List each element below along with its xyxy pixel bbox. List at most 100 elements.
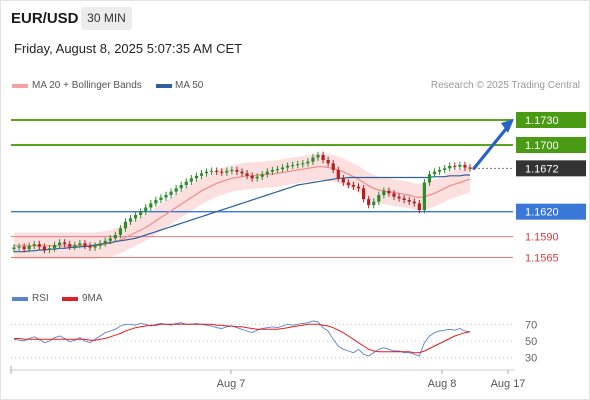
candle-body: [78, 243, 82, 245]
candle-body: [417, 203, 421, 210]
price-candle: [245, 170, 249, 180]
candle-body: [356, 186, 361, 189]
price-candle: [448, 162, 452, 172]
candle-body: [372, 201, 376, 205]
candle-body: [397, 196, 401, 199]
price-candle: [407, 196, 411, 205]
price-candle: [463, 161, 467, 171]
candle-body: [63, 242, 67, 245]
price-candle: [316, 151, 320, 161]
price-candle: [134, 211, 138, 222]
candle-body: [280, 167, 285, 170]
candle-body: [230, 170, 234, 171]
candle-body: [139, 211, 143, 215]
candle-body: [93, 245, 97, 248]
price-candle: [417, 200, 421, 214]
candle-body: [88, 245, 92, 248]
candle-body: [301, 163, 305, 165]
rsi-layer: 70 50 30: [11, 319, 537, 365]
price-candle: [159, 194, 163, 204]
price-candle: [154, 196, 158, 207]
symbol-title: EUR/USD: [11, 10, 79, 27]
bollinger-band-area: [14, 153, 470, 260]
rsi-tick-label: 30: [525, 353, 537, 365]
candle-body: [346, 182, 350, 185]
rsi-ma-line: [14, 323, 471, 354]
candle-body: [255, 176, 259, 179]
price-candle: [387, 187, 391, 197]
candle-body: [169, 191, 173, 195]
price-candle: [58, 239, 62, 249]
price-candle: [331, 160, 335, 174]
price-candle: [372, 198, 376, 209]
candle-body: [458, 165, 462, 167]
price-candle: [118, 225, 122, 239]
price-level-badge: [516, 137, 586, 153]
price-candle: [32, 240, 36, 250]
candle-body: [220, 171, 224, 173]
price-level-badge: [516, 203, 586, 220]
candle-body: [316, 155, 320, 158]
candle-body: [382, 190, 386, 195]
candle-body: [250, 175, 254, 179]
rsi-tick-label: 70: [525, 319, 537, 331]
price-candle: [47, 245, 52, 254]
price-candle: [397, 193, 401, 202]
candle-body: [103, 240, 107, 244]
candle-body: [184, 181, 188, 185]
price-candle: [402, 195, 406, 204]
candle-body: [306, 161, 310, 164]
rsi-legend-label: RSI: [32, 293, 49, 304]
price-level-label: 1.1620: [525, 207, 559, 219]
candle-body: [235, 170, 239, 172]
candle-body: [123, 221, 128, 229]
candle-body: [199, 173, 204, 176]
candle-body: [108, 238, 112, 241]
9ma-legend-swatch: [62, 297, 78, 301]
price-level-badge: [516, 160, 586, 177]
price-candle: [280, 164, 285, 173]
timeframe-badge[interactable]: 30 MIN: [81, 7, 132, 30]
price-candle: [113, 231, 117, 242]
candle-body: [164, 195, 168, 198]
candle-body: [194, 175, 198, 179]
price-candle: [240, 168, 244, 177]
time-axis-label: Aug 7: [217, 378, 246, 390]
price-candle: [52, 241, 57, 252]
price-candle: [22, 243, 26, 253]
price-candle: [336, 166, 340, 182]
price-candle: [144, 204, 148, 215]
price-candle: [210, 167, 214, 175]
price-candle: [458, 161, 462, 170]
candle-body: [58, 242, 62, 245]
candle-body: [402, 198, 406, 200]
price-candle: [230, 166, 234, 175]
price-candle: [179, 181, 183, 192]
candle-body: [438, 170, 442, 172]
price-candle: [27, 242, 31, 253]
price-candle: [443, 165, 447, 174]
candle-body: [407, 200, 411, 202]
price-candle: [291, 161, 295, 170]
price-candle: [468, 164, 472, 172]
time-axis-label: Aug 17: [491, 378, 526, 390]
chart-datetime: Friday, August 8, 2025 5:07:35 AM CET: [14, 41, 243, 56]
price-level-label: 1.1700: [525, 140, 559, 152]
price-candle: [98, 240, 102, 250]
ma20-legend-label: MA 20 + Bollinger Bands: [32, 80, 142, 91]
price-candle: [270, 166, 274, 175]
price-candle: [432, 168, 437, 178]
candle-body: [265, 171, 269, 175]
candle-body: [412, 201, 416, 204]
price-candle: [306, 158, 310, 167]
price-candle: [93, 242, 97, 251]
forecast-arrow: [472, 122, 512, 170]
time-axis-layer: Aug 7 Aug 8 Aug 17: [10, 366, 526, 390]
ma50-legend-label: MA 50: [175, 80, 204, 91]
price-candle: [356, 183, 361, 192]
price-candle: [382, 187, 386, 199]
candle-body: [468, 167, 472, 169]
price-candle: [220, 168, 224, 176]
price-candle: [103, 237, 107, 247]
